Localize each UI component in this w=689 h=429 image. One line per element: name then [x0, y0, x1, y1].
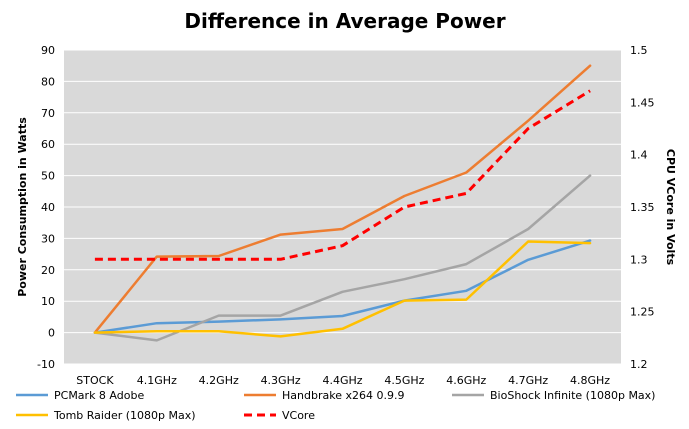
- x-tick-label: 4.6GHz: [446, 374, 486, 387]
- y-tick-label: 90: [41, 44, 55, 57]
- legend-label: BioShock Infinite (1080p Max): [490, 389, 655, 402]
- x-tick-label: 4.5GHz: [384, 374, 424, 387]
- y2-tick-label: 1.4: [630, 149, 648, 162]
- chart-title: Difference in Average Power: [184, 9, 505, 33]
- y-tick-label: -10: [37, 358, 55, 371]
- y2-tick-label: 1.45: [630, 96, 655, 109]
- left-axis-ticks: -10 0 10 20 30 40 50 60 70 80 90: [37, 44, 55, 371]
- x-tick-label: 4.1GHz: [137, 374, 177, 387]
- y2-tick-label: 1.35: [630, 201, 655, 214]
- y-tick-label: 10: [41, 295, 55, 308]
- y-tick-label: 40: [41, 201, 55, 214]
- legend-label: VCore: [282, 409, 315, 422]
- legend-label: Handbrake x264 0.9.9: [282, 389, 404, 402]
- series-line: [93, 239, 592, 334]
- series-lines: [93, 64, 592, 342]
- x-tick-label: 4.3GHz: [261, 374, 301, 387]
- y-tick-label: 70: [41, 107, 55, 120]
- y-tick-label: 50: [41, 170, 55, 183]
- y-tick-label: 0: [48, 327, 55, 340]
- series-line: [94, 89, 591, 261]
- x-tick-label: 4.7GHz: [508, 374, 548, 387]
- x-tick-label: STOCK: [76, 374, 114, 387]
- y2-tick-label: 1.3: [630, 253, 648, 266]
- right-axis-ticks: 1.2 1.25 1.3 1.35 1.4 1.45 1.5: [630, 44, 655, 371]
- y2-tick-label: 1.2: [630, 358, 648, 371]
- y2-tick-label: 1.5: [630, 44, 648, 57]
- series-line: [93, 240, 592, 338]
- legend-label: Tomb Raider (1080p Max): [53, 409, 196, 422]
- y-tick-label: 60: [41, 138, 55, 151]
- gridlines: [64, 49, 621, 365]
- x-tick-label: 4.4GHz: [322, 374, 362, 387]
- y-axis-title: Power Consumption in Watts: [16, 117, 29, 297]
- series-line: [93, 64, 592, 334]
- y-tick-label: 20: [41, 264, 55, 277]
- y-tick-label: 30: [41, 232, 55, 245]
- x-tick-label: 4.8GHz: [570, 374, 610, 387]
- y2-tick-label: 1.25: [630, 306, 655, 319]
- y-tick-label: 80: [41, 75, 55, 88]
- legend-label: PCMark 8 Adobe: [54, 389, 144, 402]
- y2-axis-title: CPU VCore in Volts: [664, 149, 677, 266]
- legend: PCMark 8 Adobe Handbrake x264 0.9.9 BioSho…: [16, 389, 655, 422]
- x-tick-label: 4.2GHz: [199, 374, 239, 387]
- x-axis-ticks: STOCK 4.1GHz 4.2GHz 4.3GHz 4.4GHz 4.5GHz 4.6GH…: [76, 374, 610, 387]
